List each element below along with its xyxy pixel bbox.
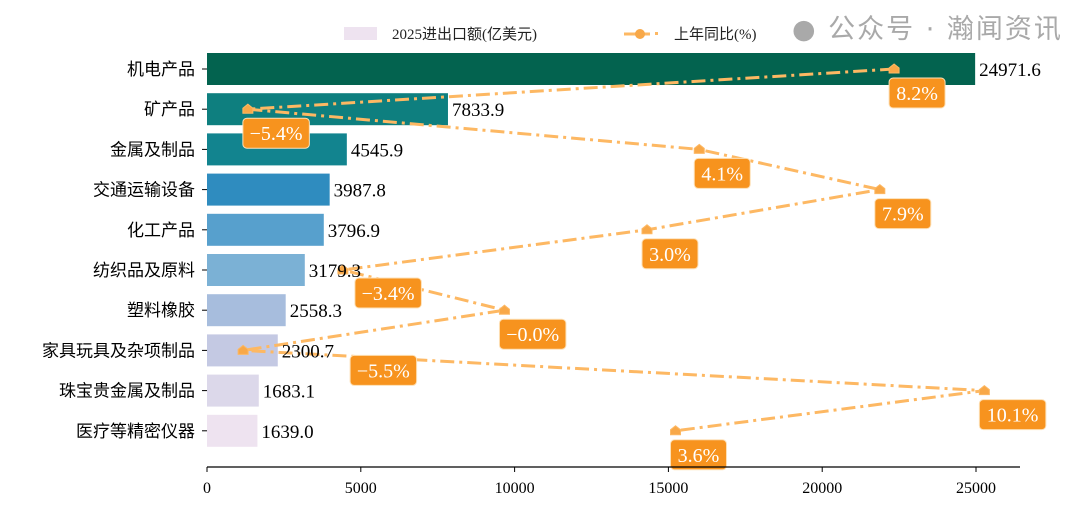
watermark: ● 公众号 · 瀚闻资讯 [792,14,1063,45]
yoy-label-box [498,318,567,350]
yoy-label: 3.6% [678,445,720,467]
yoy-label-box [874,198,932,230]
x-tick-label: 25000 [956,480,996,497]
bar-value-label: 4545.9 [351,140,403,161]
y-tick-label: 机电产品 [127,60,195,79]
x-tick-label: 15000 [648,480,688,497]
y-tick-label: 塑料橡胶 [127,301,195,320]
yoy-label-box [242,117,310,149]
legend-line-dot [655,32,658,35]
bar-value-label: 1639.0 [261,422,313,443]
yoy-label-box [670,439,728,471]
bar-value-label: 2558.3 [290,301,342,322]
bar-value-label: 3796.9 [328,221,380,242]
yoy-label-box [354,277,422,309]
y-tick-label: 医疗等精密仪器 [76,422,195,441]
legend-line-marker [635,29,645,39]
yoy-label: −0.0% [506,324,559,346]
yoy-marker [498,304,510,315]
yoy-marker [670,425,682,436]
y-tick-label: 珠宝贵金属及制品 [59,382,195,401]
y-tick-label: 金属及制品 [110,140,195,159]
yoy-marker [978,384,990,396]
yoy-label-box [888,77,946,109]
wechat-icon: ● [792,14,818,45]
legend-bar-label: 2025进出口额(亿美元) [392,26,537,43]
yoy-label: 7.9% [882,204,924,226]
yoy-marker [693,143,705,154]
yoy-label-box [978,399,1047,431]
bar-value-label: 1683.1 [263,382,315,403]
yoy-label: 10.1% [987,405,1039,427]
bar-value-label: 2300.7 [282,341,334,362]
yoy-label: −5.5% [357,360,410,382]
yoy-label-box [693,157,751,189]
bar [207,294,286,327]
x-tick-label: 5000 [345,480,377,497]
bar-value-label: 3179.3 [309,261,361,282]
legend-line-label: 上年同比(%) [674,26,757,43]
bar [207,414,258,447]
y-tick-label: 矿产品 [144,100,195,119]
bar [207,213,324,246]
yoy-marker [888,63,900,74]
yoy-marker [641,224,653,235]
bar-value-label: 24971.6 [979,60,1041,81]
bar [207,374,259,407]
x-tick-label: 0 [203,480,211,497]
yoy-label: 8.2% [896,83,938,105]
yoy-marker [242,103,254,114]
yoy-line [242,67,985,433]
legend-bar-swatch [344,27,377,40]
bar [207,173,330,206]
bar [207,254,305,286]
y-tick-label: 交通运输设备 [93,181,195,200]
yoy-label-box [349,354,418,386]
yoy-marker [874,183,886,195]
yoy-label-box [641,238,699,270]
bar [207,53,976,85]
yoy-label: 4.1% [701,163,743,185]
y-tick-label: 纺织品及原料 [93,261,195,280]
yoy-marker [337,264,349,275]
yoy-label: 3.0% [649,244,691,266]
y-tick-label: 化工产品 [127,221,195,240]
y-tick-label: 家具玩具及杂项制品 [42,341,195,360]
bar-value-label: 3987.8 [334,181,386,202]
yoy-marker [237,344,249,355]
x-tick-label: 10000 [495,480,535,497]
bar-value-label: 7833.9 [452,100,504,121]
yoy-label: −3.4% [362,283,415,305]
x-tick-label: 20000 [802,480,842,497]
yoy-label: −5.4% [250,123,303,145]
